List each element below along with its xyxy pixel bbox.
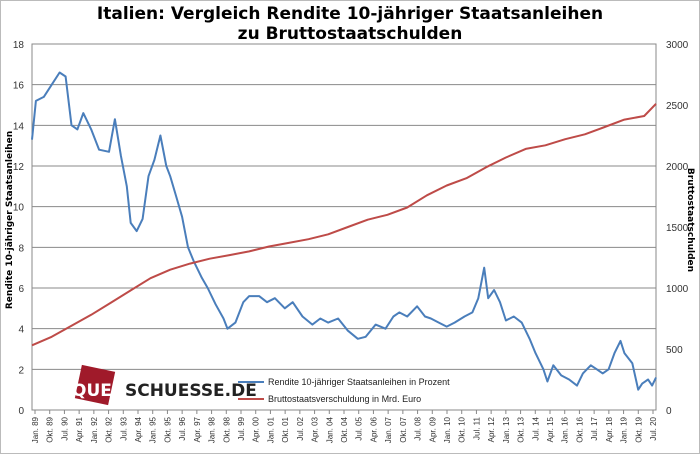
x-tick-label: Jul. 14 (531, 416, 540, 440)
y-tick-label-right: 0 (666, 406, 672, 417)
x-tick-label: Jan. 98 (208, 416, 217, 443)
x-tick-label: Jan. 89 (31, 416, 40, 443)
x-tick-label: Jul. 11 (472, 416, 481, 440)
x-tick-label: Jan. 16 (561, 416, 570, 443)
legend-swatch-red (238, 397, 264, 400)
legend: Rendite 10-jähriger Staatsanleihen in Pr… (238, 373, 450, 407)
y-tick-label-left: 0 (18, 406, 24, 417)
y-tick-label-right: 2500 (666, 101, 689, 112)
x-tick-label: Jul. 08 (414, 416, 423, 440)
logo-text-2: SCHUESSE.DE (124, 381, 257, 401)
x-tick-label: Okt. 13 (517, 416, 526, 442)
y-tick-label-right: 1500 (666, 223, 689, 234)
y-tick-label-left: 12 (13, 162, 25, 173)
x-tick-label: Jul. 99 (237, 416, 246, 440)
chart-title: Italien: Vergleich Rendite 10-jähriger S… (96, 4, 604, 24)
x-tick-label: Apr. 03 (311, 416, 320, 442)
x-tick-label: Jul. 20 (649, 416, 658, 440)
y-axis-left-label: Rendite 10-jähriger Staatsanleihen (5, 130, 15, 310)
plot-area (31, 43, 657, 411)
x-tick-label: Okt. 89 (46, 416, 55, 442)
y-tick-label-left: 6 (18, 284, 24, 295)
y-tick-label-left: 10 (13, 203, 25, 214)
x-tick-label: Jul. 05 (355, 416, 364, 440)
x-tick-label: Jul. 96 (178, 416, 187, 440)
y-tick-label-left: 8 (18, 243, 24, 254)
legend-item-yield: Rendite 10-jähriger Staatsanleihen in Pr… (238, 373, 450, 390)
x-tick-label: Okt. 10 (458, 416, 467, 442)
legend-item-debt: Bruttostaatsverschuldung in Mrd. Euro (238, 390, 450, 407)
y-tick-label-right: 3000 (666, 40, 689, 51)
x-tick-label: Apr. 06 (369, 416, 378, 442)
x-tick-label: Jan. 19 (620, 416, 629, 443)
x-tick-label: Apr. 12 (487, 416, 496, 442)
chart-subtitle: zu Bruttostaatschulden (237, 24, 463, 44)
x-tick-label: Jan. 95 (149, 416, 158, 443)
x-tick-label: Apr. 91 (75, 416, 84, 442)
legend-swatch-blue (238, 380, 264, 383)
x-tick-label: Jan. 01 (266, 416, 275, 443)
x-tick-label: Apr. 97 (193, 416, 202, 442)
y-tick-label-left: 18 (13, 40, 25, 51)
x-tick-label: Apr. 09 (428, 416, 437, 442)
y-tick-label-left: 2 (18, 365, 24, 376)
y-tick-label-right: 2000 (666, 162, 689, 173)
y-tick-label-right: 500 (666, 345, 683, 356)
x-tick-label: Okt. 16 (575, 416, 584, 442)
y-axis-right-label: Bruttostaatschulden (685, 167, 695, 273)
x-tick-label: Jan. 07 (384, 416, 393, 443)
x-tick-label: Okt. 19 (634, 416, 643, 442)
x-tick-label: Jan. 13 (502, 416, 511, 443)
x-tick-label: Apr. 00 (252, 416, 261, 442)
x-tick-label: Jan. 10 (443, 416, 452, 443)
x-tick-label: Okt. 98 (222, 416, 231, 442)
x-tick-label: Apr. 15 (546, 416, 555, 442)
y-tick-label-left: 14 (13, 121, 25, 132)
y-tick-label-left: 16 (13, 81, 25, 92)
querschuesse-logo: QUERSCHUESSE.DE (70, 364, 257, 408)
y-tick-label-left: 4 (18, 325, 24, 336)
x-tick-label: Okt. 01 (281, 416, 290, 442)
x-tick-label: Okt. 95 (163, 416, 172, 442)
x-tick-label: Jul. 17 (590, 416, 599, 440)
debt-line (31, 103, 657, 347)
x-tick-label: Jan. 04 (325, 416, 334, 443)
x-tick-label: Apr. 94 (134, 416, 143, 442)
x-tick-label: Jan. 92 (90, 416, 99, 443)
x-tick-label: Okt. 07 (399, 416, 408, 442)
x-tick-label: Jul. 93 (119, 416, 128, 440)
x-tick-label: Apr. 18 (605, 416, 614, 442)
legend-label: Rendite 10-jähriger Staatsanleihen in Pr… (268, 376, 450, 387)
yield-line (31, 71, 657, 391)
logo-text-1: QUER (72, 381, 125, 401)
x-tick-label: Jul. 02 (296, 416, 305, 440)
legend-label: Bruttostaatsverschuldung in Mrd. Euro (268, 393, 422, 404)
x-tick-label: Okt. 04 (340, 416, 349, 442)
x-tick-label: Jul. 90 (60, 416, 69, 440)
x-tick-label: Okt. 92 (105, 416, 114, 442)
y-tick-label-right: 1000 (666, 284, 689, 295)
